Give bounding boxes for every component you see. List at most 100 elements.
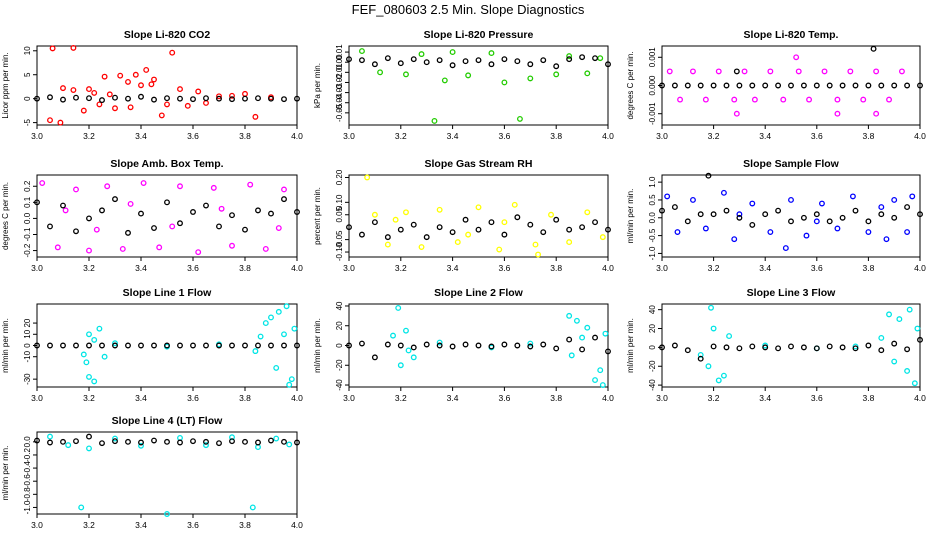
y-tick-label: 0.1 — [23, 196, 32, 208]
data-point — [514, 214, 521, 221]
data-point — [403, 71, 409, 78]
data-point — [125, 342, 131, 349]
data-point — [782, 245, 789, 252]
data-point — [203, 438, 209, 445]
data-point — [775, 82, 782, 89]
data-point — [914, 325, 921, 332]
data-point — [125, 229, 131, 236]
data-point — [788, 82, 794, 89]
data-point — [229, 212, 235, 219]
y-tick-label: 20 — [335, 321, 344, 330]
data-point — [788, 218, 794, 225]
data-point — [674, 229, 681, 235]
data-point — [423, 341, 430, 348]
panel-6: Slope Sample Flow ml/min per min. 3.0 3.2 3.… — [626, 158, 926, 273]
x-tick-label: 3.8 — [862, 263, 874, 273]
data-point — [501, 231, 508, 238]
data-point — [462, 58, 469, 65]
data-point — [496, 246, 503, 253]
x-tick-label: 4.0 — [602, 393, 614, 403]
data-point — [112, 105, 118, 112]
series-cyan — [697, 304, 921, 387]
data-point — [684, 82, 691, 89]
data-point — [847, 68, 854, 75]
data-point — [826, 218, 833, 225]
data-point — [371, 211, 378, 218]
data-point — [852, 345, 859, 352]
x-tick-label: 3.8 — [239, 393, 251, 403]
data-point — [242, 226, 248, 233]
data-point — [702, 225, 709, 232]
data-point — [839, 214, 846, 221]
data-point — [592, 334, 598, 341]
data-point — [190, 96, 196, 103]
data-point — [488, 343, 495, 350]
data-point — [138, 342, 144, 349]
panel-7: Slope Line 1 Flow ml/min per min. 3.0 3.2 3.… — [1, 287, 303, 403]
y-tick-label: -40 — [335, 379, 344, 391]
data-point — [80, 107, 87, 114]
data-point — [826, 82, 833, 89]
series-black — [34, 93, 300, 104]
data-point — [70, 87, 77, 93]
y-tick-label: 0 — [23, 96, 32, 101]
data-point — [86, 373, 92, 380]
data-point — [99, 440, 105, 447]
data-point — [475, 57, 482, 64]
data-point — [891, 340, 898, 347]
data-point — [436, 339, 443, 346]
y-tick-label: 20 — [648, 324, 657, 333]
data-point — [177, 342, 183, 349]
x-tick-label: 3.6 — [187, 131, 199, 141]
data-point — [62, 207, 69, 214]
data-point — [177, 95, 183, 102]
data-point — [715, 377, 722, 384]
data-point — [806, 96, 813, 103]
data-point — [252, 348, 259, 355]
data-point — [210, 184, 217, 191]
data-point — [164, 342, 170, 349]
data-point — [762, 82, 769, 89]
data-point — [793, 54, 800, 61]
data-point — [229, 342, 235, 349]
data-point — [904, 82, 911, 89]
data-point — [726, 333, 733, 340]
data-point — [904, 346, 911, 353]
data-point — [190, 209, 196, 215]
y-tick-label: 0.0 — [23, 212, 32, 224]
data-point — [242, 438, 248, 445]
data-point — [449, 49, 456, 56]
data-point — [164, 199, 170, 206]
data-point — [242, 90, 248, 97]
data-point — [736, 211, 743, 218]
x-tick-label: 3.8 — [862, 131, 874, 141]
panel-1: Slope Li-820 CO2 Licor ppm per min. 3.0 3.2… — [1, 29, 303, 141]
data-point — [573, 317, 580, 324]
data-point — [904, 229, 911, 235]
data-point — [249, 504, 256, 511]
data-point — [664, 193, 671, 200]
data-point — [865, 218, 872, 225]
data-point — [91, 89, 98, 96]
data-point — [384, 234, 391, 241]
y-tick-label: 20 — [23, 318, 32, 327]
data-point — [405, 347, 412, 354]
panel-8: Slope Line 2 Flow ml/min per min. 3.0 3.2 3.… — [313, 287, 614, 403]
data-point — [886, 96, 892, 103]
data-point — [553, 63, 560, 70]
x-tick-label: 3.6 — [498, 393, 510, 403]
data-point — [203, 442, 209, 449]
data-point — [47, 94, 53, 101]
x-tick-label: 3.6 — [187, 263, 199, 273]
data-point — [592, 55, 598, 62]
data-point — [775, 345, 782, 352]
data-point — [49, 45, 56, 52]
data-point — [431, 117, 438, 124]
series-black — [34, 433, 300, 447]
data-point — [684, 347, 691, 354]
data-point — [346, 224, 352, 231]
data-point — [710, 343, 717, 350]
plot-frame — [348, 303, 609, 388]
y-tick-label: -0.05 — [335, 103, 344, 122]
data-point — [690, 68, 696, 75]
